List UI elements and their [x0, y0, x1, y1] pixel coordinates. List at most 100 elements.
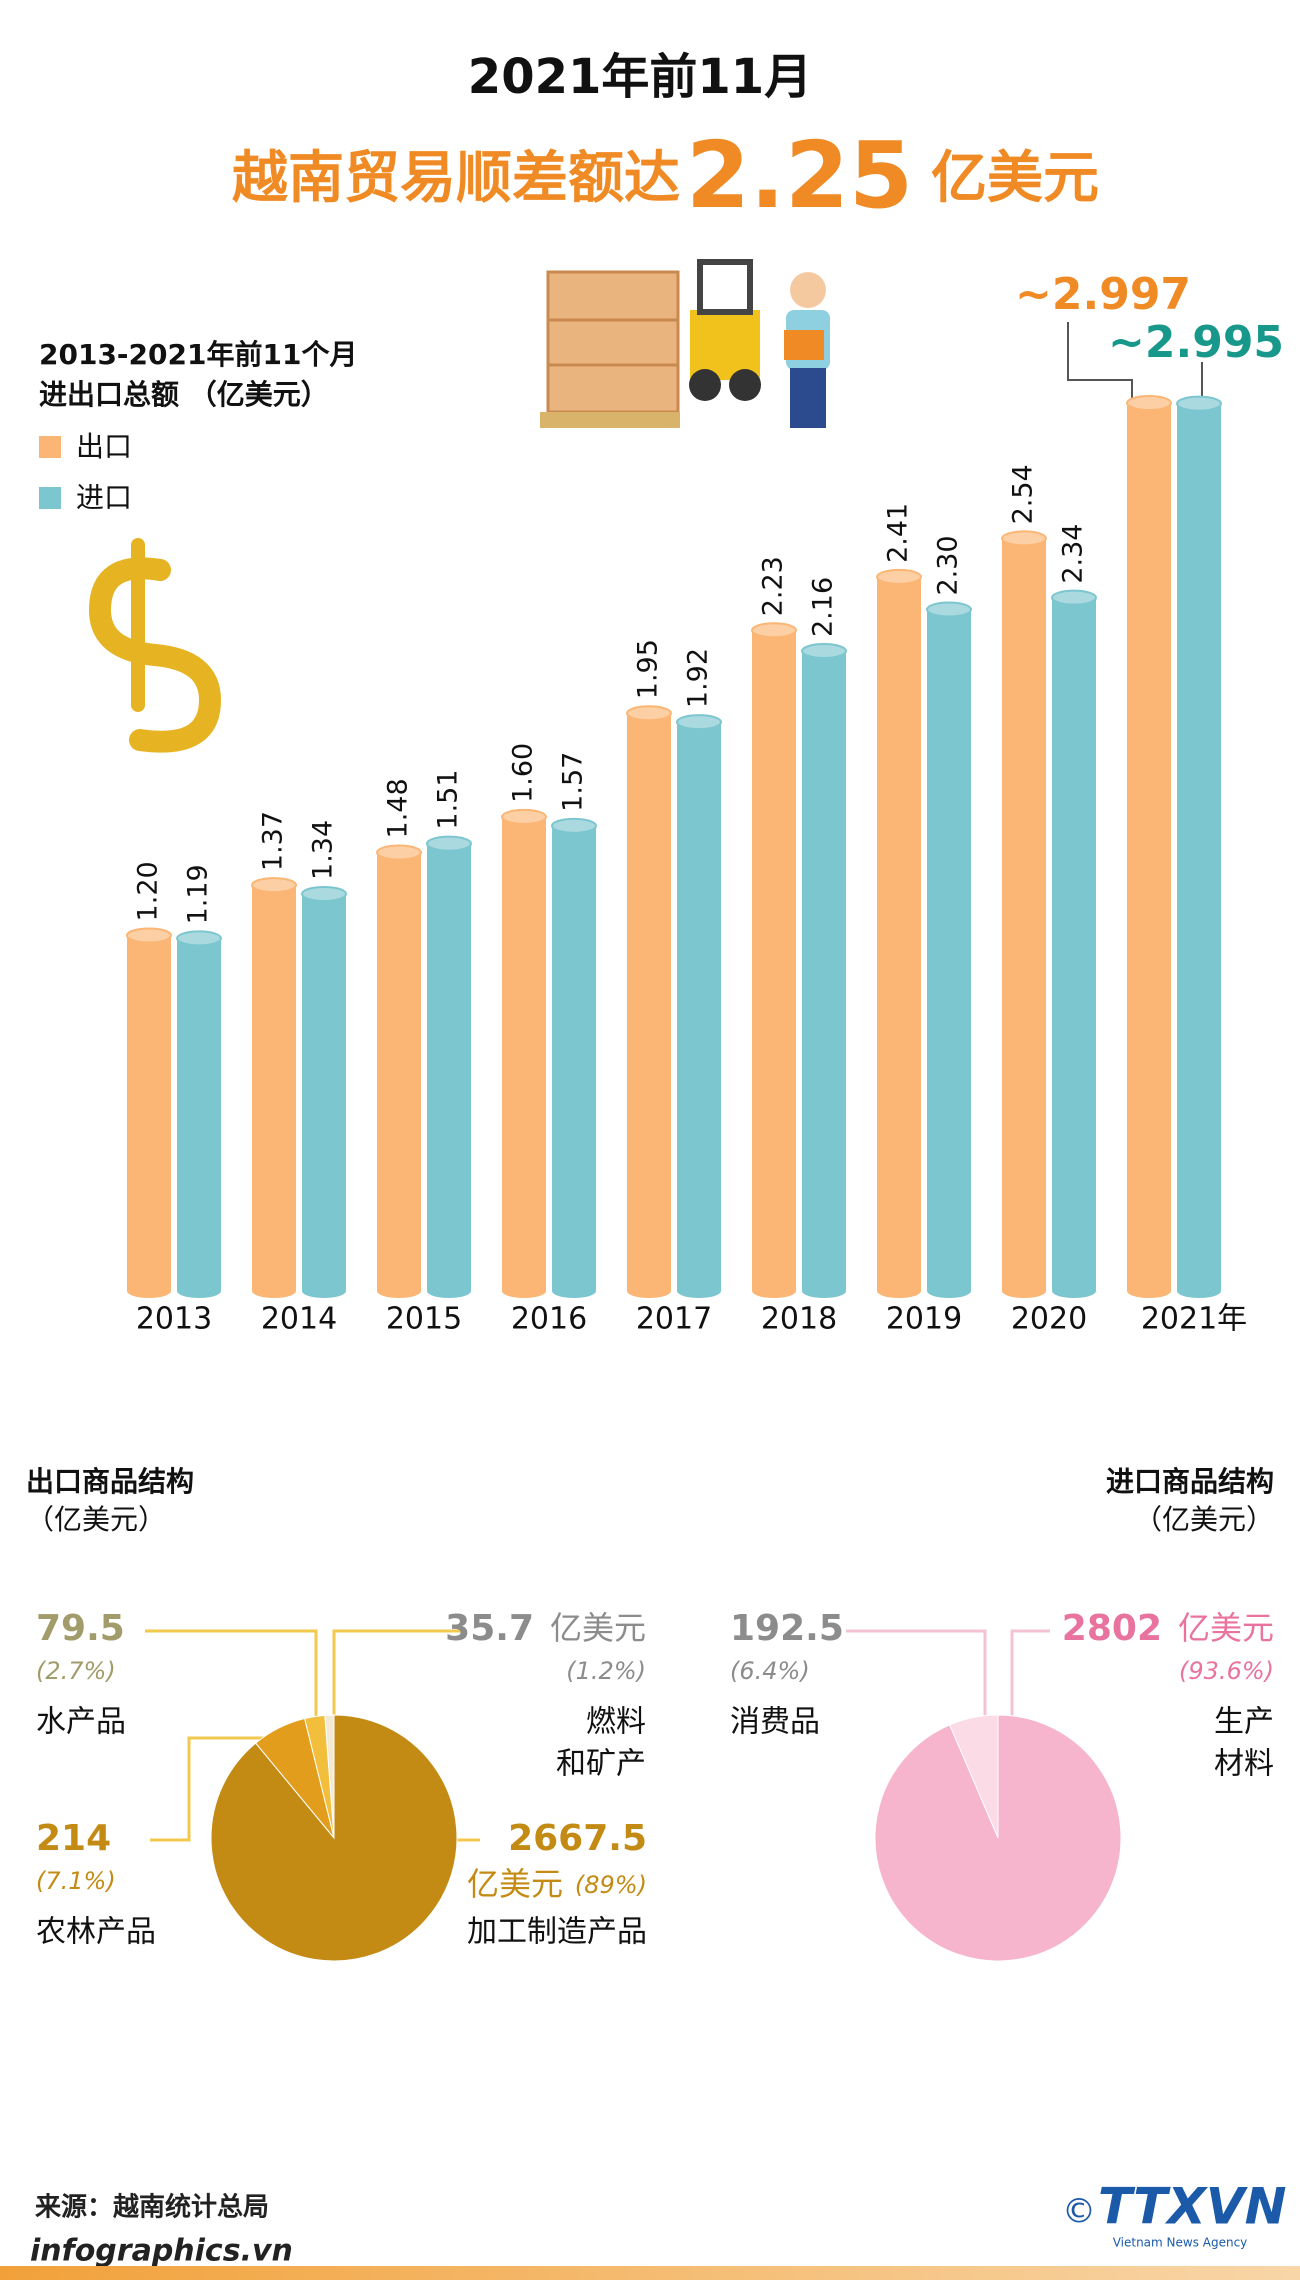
value-label: 1.95 — [633, 639, 664, 699]
bar-cap — [626, 705, 672, 722]
value-label: 1.37 — [258, 811, 289, 871]
bar-cap — [1001, 530, 1047, 547]
bar-cap — [1126, 395, 1172, 411]
pie-title: 进口商品结构 — [1106, 1465, 1274, 1498]
legend-swatch — [39, 436, 61, 458]
bar — [627, 713, 671, 1298]
slice-unit: 亿美元 — [550, 1609, 646, 1647]
leader-line — [150, 1736, 283, 1842]
pie-subtitle: （亿美元） — [1134, 1503, 1274, 1536]
leader-line — [846, 1629, 987, 1725]
legend-swatch — [39, 487, 61, 509]
slice-label: 和矿产 — [556, 1747, 646, 1782]
bar — [677, 722, 721, 1298]
leader-line — [332, 1629, 461, 1720]
bar — [927, 609, 971, 1298]
bar-cap — [801, 643, 847, 659]
slice-value: 192.5 — [730, 1608, 844, 1649]
bar — [502, 816, 546, 1298]
bar — [377, 852, 421, 1298]
bar-cap — [501, 808, 547, 825]
bar-cap — [376, 844, 422, 861]
x-tick-label: 2019 — [886, 1302, 962, 1337]
bar — [1127, 403, 1171, 1298]
value-label: 1.51 — [433, 769, 464, 829]
bar-cap — [426, 835, 472, 852]
slice-percent: (6.4%) — [730, 1657, 810, 1685]
value-label: 1.92 — [683, 648, 714, 708]
slice-label: 材料 — [1214, 1747, 1274, 1782]
value-label: 2.30 — [933, 535, 964, 595]
x-tick-label: 2017 — [636, 1302, 712, 1337]
bar — [427, 843, 471, 1298]
slice-value: 2667.5 — [508, 1818, 647, 1859]
x-tick-label: 2014 — [261, 1302, 337, 1337]
value-label: 1.19 — [183, 864, 214, 924]
slice-value: 2802 — [1062, 1608, 1162, 1649]
value-label: 2.54 — [1008, 464, 1039, 524]
bar-cap — [1176, 395, 1222, 412]
value-label: ~2.997 — [1015, 269, 1191, 320]
slice-label: 消费品 — [730, 1705, 820, 1740]
pie-slice — [874, 1714, 1122, 1962]
title: 2021年前11月 — [468, 49, 812, 105]
value-label: 2.34 — [1058, 524, 1089, 584]
slice-percent: (93.6%) — [1179, 1657, 1274, 1685]
value-label: ~2.995 — [1108, 317, 1284, 368]
bar-cap — [876, 568, 922, 585]
bar-cap — [751, 622, 797, 639]
chart-note: 2013-2021年前11个月 — [39, 338, 357, 371]
bar-cap — [251, 877, 297, 894]
value-label: 2.41 — [883, 503, 914, 563]
pie-title: 出口商品结构 — [26, 1465, 194, 1498]
agency: Vietnam News Agency — [1113, 2236, 1248, 2250]
bar — [552, 825, 596, 1298]
x-tick-label: 2015 — [386, 1302, 462, 1337]
bar — [127, 935, 171, 1298]
bar-cap — [176, 930, 222, 947]
headline-text: 越南贸易顺差额达 — [232, 146, 680, 211]
slice-percent: (2.7%) — [36, 1657, 116, 1685]
legend-label: 出口 — [76, 430, 132, 463]
leader-line — [1010, 1629, 1050, 1718]
slice-label: 水产品 — [36, 1705, 126, 1740]
bar — [1052, 597, 1096, 1298]
bar — [252, 885, 296, 1298]
value-label: 1.57 — [558, 752, 589, 812]
copyright: © — [1062, 2192, 1096, 2232]
value-label: 2.23 — [758, 556, 789, 616]
bar — [302, 893, 346, 1298]
bar — [1002, 538, 1046, 1298]
bar-cap — [1051, 589, 1097, 606]
headline-unit: 亿美元 — [931, 146, 1099, 211]
slice-value: 79.5 — [36, 1608, 125, 1649]
headline: 越南贸易顺差额达2.25 亿美元 — [232, 122, 1099, 229]
slice-label: 燃料 — [586, 1705, 646, 1740]
slice-label: 加工制造产品 — [467, 1915, 647, 1950]
bar-cap — [926, 601, 972, 618]
bar-cap — [301, 885, 347, 902]
x-tick-label: 2021年 — [1141, 1302, 1247, 1337]
forklift-illustration — [540, 259, 830, 428]
x-tick-label: 2013 — [136, 1302, 212, 1337]
value-label: 1.60 — [508, 743, 539, 803]
x-tick-label: 2018 — [761, 1302, 837, 1337]
pie-slice — [210, 1714, 458, 1962]
bar-cap — [126, 927, 172, 944]
dollar-icon — [88, 538, 222, 753]
bar — [752, 630, 796, 1298]
legend-label: 进口 — [76, 481, 132, 514]
bar-cap — [676, 714, 722, 731]
x-tick-label: 2016 — [511, 1302, 587, 1337]
value-label: 1.48 — [383, 778, 414, 838]
slice-label: 农林产品 — [36, 1915, 156, 1950]
pie-subtitle: （亿美元） — [26, 1503, 166, 1536]
slice-percent: (1.2%) — [566, 1657, 646, 1685]
footer: 来源：越南统计总局 infographics.vn © TTXVN Vietna… — [0, 2178, 1300, 2280]
bar-cap — [551, 817, 597, 834]
logo: TTXVN — [1098, 2178, 1286, 2236]
leader-line — [145, 1629, 318, 1727]
bar — [877, 576, 921, 1298]
slice-value: 35.7 — [445, 1608, 534, 1649]
